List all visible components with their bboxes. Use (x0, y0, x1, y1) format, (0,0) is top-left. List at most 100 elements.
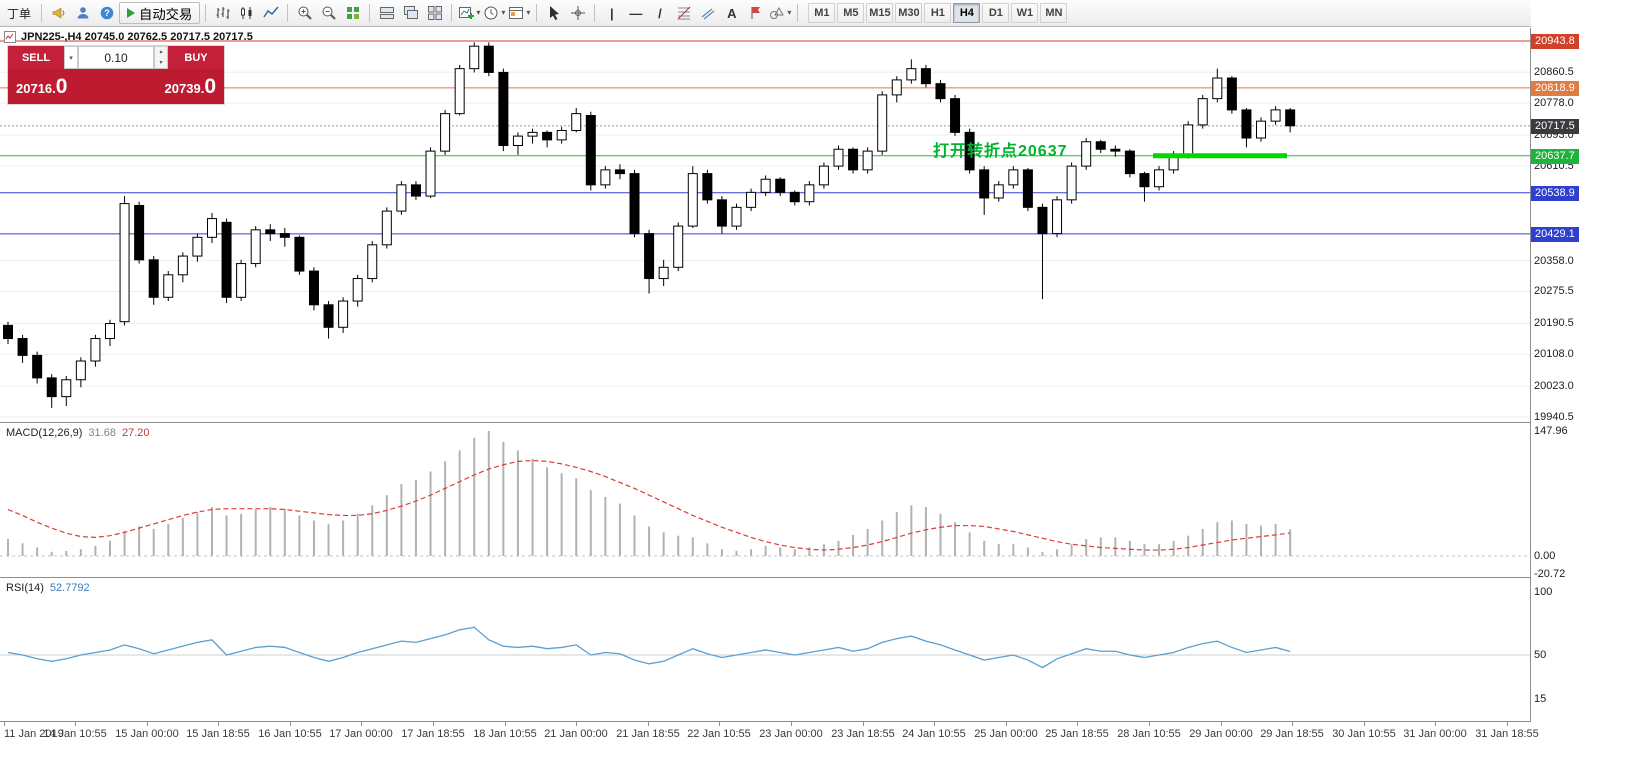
timeframe-h4-button[interactable]: H4 (953, 3, 981, 23)
cascade-windows-button[interactable] (399, 2, 422, 24)
candle-bullish[interactable] (1154, 169, 1165, 188)
text-tool-button[interactable]: A (720, 2, 743, 24)
candle-bullish[interactable] (993, 184, 1004, 199)
candle-bearish[interactable] (1124, 150, 1135, 175)
candle-bullish[interactable] (600, 169, 611, 186)
candle-bearish[interactable] (483, 45, 494, 73)
candle-bullish[interactable] (104, 323, 115, 340)
candle-bearish[interactable] (542, 131, 553, 141)
candle-bearish[interactable] (964, 131, 975, 171)
accounts-button[interactable] (71, 2, 94, 24)
candle-bearish[interactable] (614, 169, 625, 175)
candle-bullish[interactable] (469, 45, 480, 70)
candle-bullish[interactable] (1081, 141, 1092, 167)
candle-bullish[interactable] (61, 379, 72, 398)
candle-bullish[interactable] (818, 165, 829, 186)
candle-bullish[interactable] (75, 360, 86, 381)
candle-bullish[interactable] (396, 184, 407, 212)
candle-bullish[interactable] (454, 68, 465, 115)
candle-bullish[interactable] (1212, 77, 1223, 100)
candle-bullish[interactable] (192, 236, 203, 257)
indicators-button[interactable] (341, 2, 364, 24)
candle-bearish[interactable] (134, 204, 145, 261)
candle-bearish[interactable] (702, 173, 713, 201)
candle-bullish[interactable] (177, 255, 188, 276)
candle-bearish[interactable] (920, 68, 931, 85)
candle-bearish[interactable] (629, 173, 640, 235)
zoom-out-button[interactable] (317, 2, 340, 24)
auto-trading-button[interactable]: 自动交易 (119, 2, 201, 24)
candle-bullish[interactable] (367, 244, 378, 280)
timeframe-m30-button[interactable]: M30 (895, 3, 923, 23)
candle-bearish[interactable] (323, 304, 334, 328)
candle-bearish[interactable] (1022, 169, 1033, 208)
candle-bearish[interactable] (1226, 77, 1237, 111)
candle-bullish[interactable] (760, 178, 771, 193)
volume-down-button[interactable]: ▾ (155, 58, 167, 69)
candle-bearish[interactable] (410, 184, 421, 197)
candle-bullish[interactable] (658, 266, 669, 280)
candle-bullish[interactable] (687, 173, 698, 227)
candle-bullish[interactable] (236, 263, 247, 298)
candle-bullish[interactable] (1052, 199, 1063, 235)
candle-bullish[interactable] (1066, 165, 1077, 201)
timeframe-m5-button[interactable]: M5 (837, 3, 865, 23)
candle-bearish[interactable] (775, 178, 786, 193)
candle-bearish[interactable] (265, 229, 276, 235)
timeframe-h1-button[interactable]: H1 (924, 3, 952, 23)
candle-bearish[interactable] (585, 115, 596, 186)
candle-bearish[interactable] (1241, 109, 1252, 139)
candle-bearish[interactable] (1139, 173, 1150, 188)
candle-bearish[interactable] (221, 221, 232, 298)
macd-panel[interactable] (0, 423, 1530, 577)
candle-bearish[interactable] (46, 377, 57, 398)
candle-bullish[interactable] (1183, 124, 1194, 156)
candle-bearish[interactable] (848, 148, 859, 171)
zoom-in-button[interactable] (293, 2, 316, 24)
candle-bullish[interactable] (119, 203, 130, 323)
sell-price[interactable]: 20716. 0 (16, 76, 67, 97)
candle-bearish[interactable] (32, 354, 43, 379)
volume-up-button[interactable]: ▴ (155, 47, 167, 58)
panel-splitter[interactable] (0, 577, 1633, 578)
candle-bearish[interactable] (3, 324, 13, 340)
rsi-panel[interactable] (0, 578, 1530, 722)
candle-bullish[interactable] (746, 191, 757, 208)
buy-button[interactable]: BUY (168, 46, 224, 69)
chart-line-button[interactable] (259, 2, 282, 24)
timeframe-mn-button[interactable]: MN (1040, 3, 1068, 23)
sell-button[interactable]: SELL (8, 46, 64, 69)
timeframe-m1-button[interactable]: M1 (808, 3, 836, 23)
help-button[interactable]: ? (95, 2, 118, 24)
price-axis[interactable]: 20860.5 20778.0 20693.0 20610.5 20358.0 20275… (1531, 0, 1633, 745)
chart-candles-button[interactable] (235, 2, 258, 24)
arrange-windows-button[interactable] (423, 2, 446, 24)
candle-bearish[interactable] (1037, 206, 1048, 235)
candle-bullish[interactable] (571, 113, 582, 132)
candle-bearish[interactable] (789, 191, 800, 203)
label-tool-button[interactable] (744, 2, 767, 24)
chart-menu-icon[interactable] (4, 31, 16, 43)
templates-button[interactable]: ▾ (507, 2, 531, 24)
candle-bullish[interactable] (163, 274, 174, 298)
candle-bearish[interactable] (979, 169, 990, 199)
announcement-button[interactable] (47, 2, 70, 24)
candle-bullish[interactable] (877, 94, 888, 152)
candle-bullish[interactable] (833, 148, 844, 167)
candle-bearish[interactable] (716, 199, 727, 227)
candle-bearish[interactable] (294, 236, 305, 272)
timeframe-m15-button[interactable]: M15 (866, 3, 894, 23)
candle-bearish[interactable] (17, 338, 28, 356)
candle-bullish[interactable] (1008, 169, 1019, 186)
horizontal-line-tool-button[interactable]: ― (624, 2, 647, 24)
candle-bullish[interactable] (1197, 98, 1208, 126)
candle-bearish[interactable] (935, 83, 946, 100)
candle-bullish[interactable] (527, 131, 538, 137)
trendline-tool-button[interactable]: / (648, 2, 671, 24)
candle-bullish[interactable] (906, 68, 917, 81)
candle-bullish[interactable] (891, 79, 902, 96)
candle-bullish[interactable] (338, 300, 349, 328)
buy-price[interactable]: 20739. 0 (165, 76, 216, 97)
candle-bearish[interactable] (950, 98, 961, 133)
panel-splitter[interactable] (0, 422, 1633, 423)
